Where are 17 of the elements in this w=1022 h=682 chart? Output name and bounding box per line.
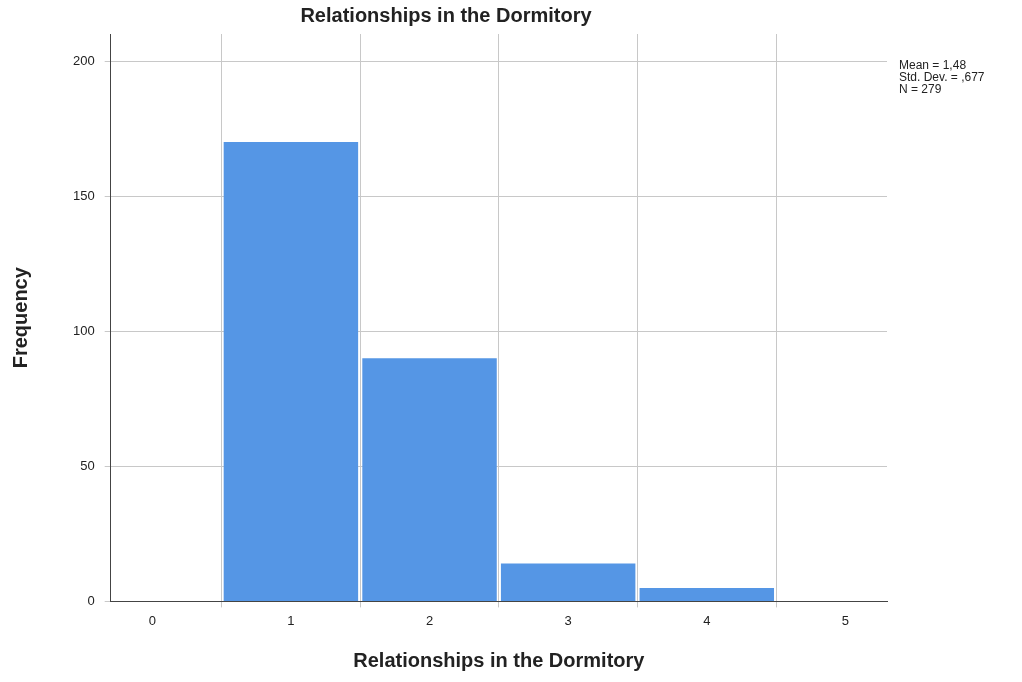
- y-axis-title: Frequency: [8, 266, 31, 369]
- y-tick-label: 50: [80, 457, 95, 473]
- chart-title: Relationships in the Dormitory: [300, 3, 593, 26]
- x-tick-label: 1: [287, 612, 295, 628]
- x-tick-label: 4: [703, 612, 711, 628]
- y-tick-label: 150: [72, 187, 95, 203]
- x-tick-label: 3: [564, 612, 572, 628]
- x-tick-label: 0: [148, 612, 156, 628]
- text: N = 279: [899, 82, 942, 97]
- x-tick-label: 5: [841, 612, 850, 628]
- y-tick-label: 200: [72, 52, 95, 68]
- y-tick-label: 0: [87, 592, 95, 608]
- x-axis-title: Relationships in the Dormitory: [353, 648, 646, 671]
- y-tick-label: 100: [72, 322, 95, 338]
- text: Std. Dev. = ,677: [899, 70, 985, 85]
- text: Mean = 1,48: [899, 58, 967, 73]
- x-tick-label: 2: [425, 612, 434, 628]
